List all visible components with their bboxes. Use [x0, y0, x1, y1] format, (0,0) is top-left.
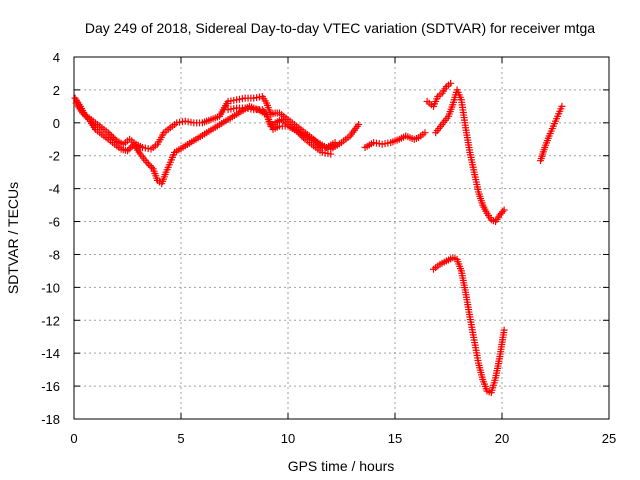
series-trail — [433, 88, 507, 225]
y-axis-label: SDTVAR / TECUs — [5, 182, 21, 294]
x-axis-label: GPS time / hours — [288, 458, 395, 474]
y-tick-label: -2 — [48, 149, 60, 164]
series-trail — [363, 130, 427, 150]
y-tick-label: -12 — [41, 313, 60, 328]
series-2 — [72, 99, 335, 188]
series-3 — [224, 104, 339, 151]
y-tick-label: 4 — [53, 50, 60, 65]
y-tick-label: -6 — [48, 215, 60, 230]
y-tick-label: -8 — [48, 247, 60, 262]
x-tick-label: 0 — [70, 431, 77, 446]
series-6 — [432, 86, 508, 226]
y-tick-label: -16 — [41, 379, 60, 394]
series-4 — [361, 129, 429, 151]
x-tick-label: 15 — [388, 431, 402, 446]
x-tick-label: 20 — [495, 431, 509, 446]
data-marks — [71, 79, 566, 397]
y-tick-label: -10 — [41, 280, 60, 295]
y-tick-label: -4 — [48, 182, 60, 197]
x-tick-label: 10 — [281, 431, 295, 446]
series-trail — [537, 105, 565, 162]
series-trail — [425, 81, 452, 109]
series-trail — [432, 255, 508, 396]
x-tick-label: 25 — [602, 431, 616, 446]
y-tick-label: 0 — [53, 116, 60, 131]
series-5 — [423, 79, 455, 110]
plot-frame — [73, 56, 610, 420]
series-trail — [227, 104, 337, 150]
series-8 — [537, 102, 566, 165]
x-tick-label: 5 — [177, 431, 184, 446]
y-tick-label: -18 — [41, 412, 60, 427]
grid — [74, 57, 609, 419]
y-tick-label: 2 — [53, 83, 60, 98]
y-tick-label: -14 — [41, 346, 60, 361]
series-7 — [430, 254, 508, 397]
chart-title: Day 249 of 2018, Sidereal Day-to-day VTE… — [85, 20, 595, 36]
